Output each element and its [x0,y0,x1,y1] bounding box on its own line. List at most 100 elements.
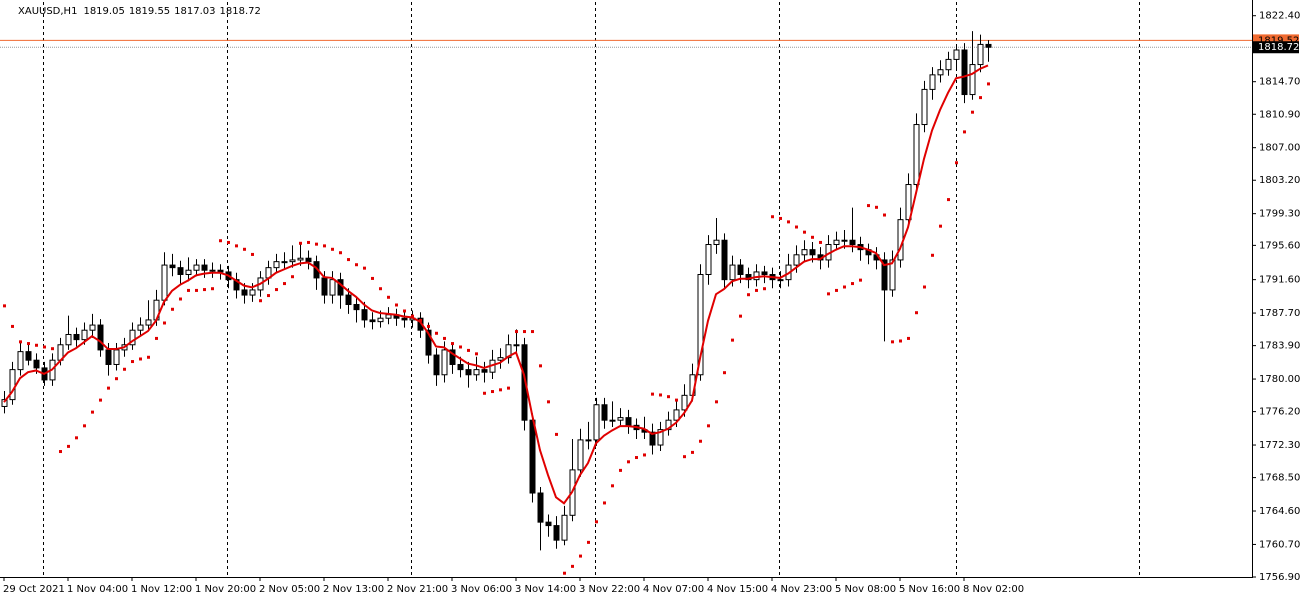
candle-body [161,264,168,301]
sar-dot [403,309,406,313]
candle-body [553,525,560,541]
sar-dot [515,330,518,334]
sar-dot [803,230,806,234]
x-tick-label: 5 Nov 16:00 [899,584,960,595]
sar-dot [3,304,6,308]
candle-body [25,351,32,361]
candle-body [545,521,552,527]
parabolic-sar [3,82,990,575]
candle-body [777,279,784,282]
y-tick-label: 1791.60 [1259,275,1300,286]
y-tick-label: 1760.70 [1259,539,1300,550]
sar-dot [883,213,886,217]
candle-body [169,264,176,269]
candle-body [753,271,760,281]
sar-dot [899,339,902,343]
x-tick-label: 29 Oct 2021 [3,584,65,595]
candle-body [81,329,88,341]
sar-dot [955,161,958,165]
sar-dot [315,242,318,246]
sar-dot [227,240,230,244]
candle-body [945,58,952,71]
sar-dot [523,330,526,334]
y-tick-label: 1795.60 [1259,240,1300,251]
candle-body [457,363,464,371]
sar-dot [835,288,838,292]
sar-dot [427,324,430,328]
sar-dot [595,520,598,524]
sar-dot [435,331,438,335]
y-tick-label: 1814.70 [1259,77,1300,88]
sar-dot [755,288,758,292]
candle-body [537,492,544,523]
candle-body [577,439,584,471]
sar-dot [875,205,878,209]
candle-body [681,394,688,411]
candle-body [273,261,280,269]
y-tick-label: 1772.30 [1259,440,1300,451]
candle-body [473,369,480,376]
sar-dot [67,444,70,448]
bid-price-label: 1818.72 [1258,42,1299,53]
candle-body [353,303,360,311]
candle-body [657,429,664,446]
sar-dot [931,253,934,257]
sar-dot [235,244,238,248]
sar-dot [891,340,894,344]
candle-body [841,239,848,242]
sar-dot [763,287,766,291]
candle-body [705,244,712,276]
candle-body [297,257,304,261]
candle-body [113,349,120,365]
sar-dot [547,400,550,404]
sar-dot [259,299,262,303]
candle-body [105,349,112,365]
candle-body [913,124,920,186]
candle-body [985,43,992,48]
sar-dot [723,371,726,375]
sar-dot [51,347,54,351]
sar-dot [243,247,246,251]
ask-price-label: 1819.52 [1258,35,1299,46]
sar-dot [459,345,462,349]
sar-dot [83,424,86,428]
candle-body [73,333,80,341]
sar-dot [35,343,38,347]
high-value: 1819.55 [129,6,170,17]
sar-dot [75,436,78,440]
x-tick-label: 4 Nov 07:00 [643,584,704,595]
candle-body [809,249,816,256]
sar-dot [43,345,46,349]
sar-dot [387,295,390,299]
x-tick-label: 2 Nov 13:00 [323,584,384,595]
candle-body [177,267,184,276]
sar-dot [499,388,502,392]
sar-dot [971,110,974,114]
candle-body [761,271,768,276]
y-tick-label: 1764.60 [1259,506,1300,517]
candle-body [249,289,256,296]
sar-dot [859,278,862,282]
candle-body [129,329,136,346]
bid-price-box [1253,41,1299,54]
candle-body [441,349,448,376]
sar-dot [11,324,14,328]
sar-dot [643,453,646,457]
candle-body [833,239,840,246]
x-tick-label: 1 Nov 12:00 [131,584,192,595]
sar-dot [619,468,622,472]
sar-dot [347,258,350,262]
low-value: 1817.03 [174,6,215,17]
candle-body [625,417,632,426]
sar-dot [451,342,454,346]
candle-body [737,264,744,276]
candle-body [377,317,384,323]
candle-body [969,64,976,96]
sar-dot [371,276,374,280]
sar-dot [987,82,990,86]
sar-dot [131,360,134,364]
candle-body [593,404,600,441]
sar-dot [979,96,982,100]
sar-dot [339,251,342,255]
